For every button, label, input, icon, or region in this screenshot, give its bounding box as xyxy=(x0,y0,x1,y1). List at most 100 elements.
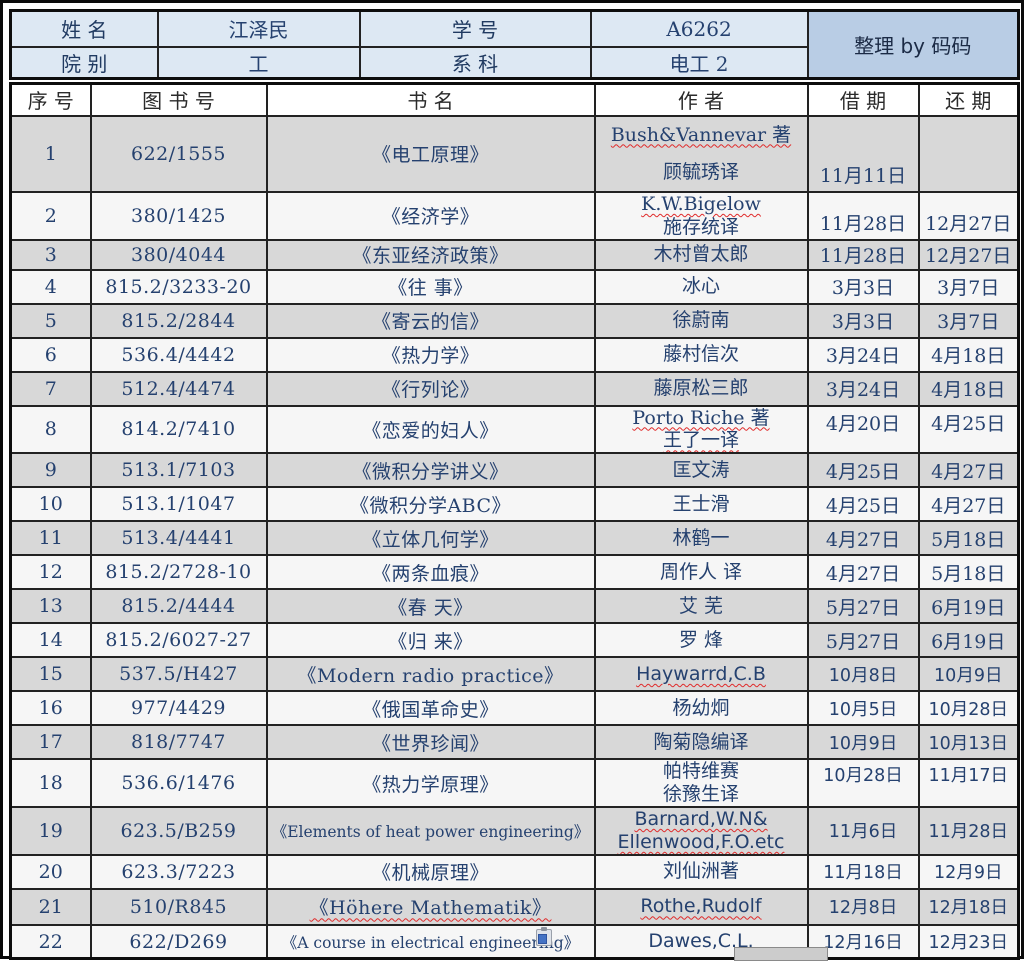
title-cell[interactable]: 《行列论》 xyxy=(265,370,596,407)
row-no-cell[interactable]: 20 xyxy=(9,853,92,890)
borrow-date-cell[interactable]: 11月28日 xyxy=(806,238,920,271)
book-no-cell[interactable]: 512.4/4474 xyxy=(89,370,268,407)
title-cell[interactable]: 《Höhere Mathematik》 xyxy=(265,887,596,926)
return-date-cell[interactable]: 12月23日 xyxy=(917,923,1020,960)
author-cell[interactable]: 林鹤一 xyxy=(593,520,809,557)
author-cell[interactable]: 帕特维赛 徐豫生译 xyxy=(593,758,809,809)
name-value-cell[interactable]: 江泽民 xyxy=(156,9,361,48)
author-cell[interactable]: 藤原松三郎 xyxy=(593,370,809,407)
author-cell[interactable]: 陶菊隐编译 xyxy=(593,724,809,761)
borrow-date-cell[interactable]: 4月25日 xyxy=(806,452,920,489)
author-cell[interactable]: 徐蔚南 xyxy=(593,302,809,339)
title-cell[interactable]: 《东亚经济政策》 xyxy=(265,238,596,271)
borrow-date-cell[interactable]: 11月11日 xyxy=(806,114,920,193)
author-cell[interactable]: 冰心 xyxy=(593,268,809,305)
author-cell[interactable]: 杨幼炯 xyxy=(593,690,809,727)
title-cell[interactable]: 《俄国革命史》 xyxy=(265,690,596,727)
row-no-cell[interactable]: 22 xyxy=(9,923,92,960)
borrow-date-cell[interactable]: 11月28日 xyxy=(806,190,920,241)
row-no-cell[interactable]: 1 xyxy=(9,114,92,193)
row-no-cell[interactable]: 2 xyxy=(9,190,92,241)
book-no-cell[interactable]: 977/4429 xyxy=(89,690,268,727)
title-cell[interactable]: 《Modern radio practice》 xyxy=(265,656,596,693)
author-cell[interactable]: Bush&Vannevar 著顾毓琇译 xyxy=(593,114,809,193)
author-cell[interactable]: 罗 烽 xyxy=(593,622,809,659)
return-date-cell[interactable]: 4月18日 xyxy=(917,370,1020,407)
title-cell[interactable]: 《热力学》 xyxy=(265,336,596,373)
title-cell[interactable]: 《寄云的信》 xyxy=(265,302,596,339)
return-date-cell[interactable]: 12月27日 xyxy=(917,190,1020,241)
row-no-cell[interactable]: 7 xyxy=(9,370,92,407)
book-no-cell[interactable]: 815.2/4444 xyxy=(89,588,268,625)
title-cell[interactable]: 《微积分学讲义》 xyxy=(265,452,596,489)
row-no-cell[interactable]: 9 xyxy=(9,452,92,489)
row-no-cell[interactable]: 12 xyxy=(9,554,92,591)
book-no-cell[interactable]: 623.3/7223 xyxy=(89,853,268,890)
book-no-cell[interactable]: 815.2/6027-27 xyxy=(89,622,268,659)
borrow-date-cell[interactable]: 3月3日 xyxy=(806,268,920,305)
author-cell[interactable]: 匡文涛 xyxy=(593,452,809,489)
col-header-no[interactable]: 序 号 xyxy=(9,82,92,117)
return-date-cell[interactable]: 3月7日 xyxy=(917,268,1020,305)
author-cell[interactable]: Rothe,Rudolf xyxy=(593,887,809,926)
book-no-cell[interactable]: 380/1425 xyxy=(89,190,268,241)
borrow-date-cell[interactable]: 12月8日 xyxy=(806,887,920,926)
name-label-cell[interactable]: 姓 名 xyxy=(9,9,159,48)
author-cell[interactable]: 刘仙洲著 xyxy=(593,853,809,890)
borrow-date-cell[interactable]: 4月25日 xyxy=(806,486,920,523)
author-cell[interactable]: Haywarrd,C.B xyxy=(593,656,809,693)
return-date-cell[interactable]: 5月18日 xyxy=(917,520,1020,557)
book-no-cell[interactable]: 513.4/4441 xyxy=(89,520,268,557)
author-cell[interactable]: Porto Riche 著王了一译 xyxy=(593,404,809,455)
title-cell[interactable]: 《两条血痕》 xyxy=(265,554,596,591)
row-no-cell[interactable]: 18 xyxy=(9,758,92,809)
return-date-cell[interactable]: 10月28日 xyxy=(917,690,1020,727)
borrow-date-cell[interactable]: 4月27日 xyxy=(806,554,920,591)
book-no-cell[interactable]: 513.1/7103 xyxy=(89,452,268,489)
book-no-cell[interactable]: 815.2/2844 xyxy=(89,302,268,339)
return-date-cell[interactable]: 12月9日 xyxy=(917,853,1020,890)
title-cell[interactable]: 《机械原理》 xyxy=(265,853,596,890)
borrow-date-cell[interactable]: 10月28日 xyxy=(806,758,920,809)
return-date-cell[interactable]: 4月25日 xyxy=(917,404,1020,455)
author-cell[interactable]: 木村曾太郎 xyxy=(593,238,809,271)
book-no-cell[interactable]: 513.1/1047 xyxy=(89,486,268,523)
book-no-cell[interactable]: 380/4044 xyxy=(89,238,268,271)
row-no-cell[interactable]: 16 xyxy=(9,690,92,727)
borrow-date-cell[interactable]: 10月9日 xyxy=(806,724,920,761)
borrow-date-cell[interactable]: 3月3日 xyxy=(806,302,920,339)
row-no-cell[interactable]: 13 xyxy=(9,588,92,625)
title-cell[interactable]: 《往 事》 xyxy=(265,268,596,305)
row-no-cell[interactable]: 8 xyxy=(9,404,92,455)
borrow-date-cell[interactable]: 10月5日 xyxy=(806,690,920,727)
book-no-cell[interactable]: 623.5/B259 xyxy=(89,806,268,856)
book-no-cell[interactable]: 622/D269 xyxy=(89,923,268,960)
return-date-cell[interactable]: 10月9日 xyxy=(917,656,1020,693)
return-date-cell[interactable]: 4月27日 xyxy=(917,452,1020,489)
return-date-cell[interactable]: 12月27日 xyxy=(917,238,1020,271)
author-cell[interactable]: 艾 芜 xyxy=(593,588,809,625)
borrow-date-cell[interactable]: 3月24日 xyxy=(806,370,920,407)
book-no-cell[interactable]: 815.2/2728-10 xyxy=(89,554,268,591)
book-no-cell[interactable]: 536.6/1476 xyxy=(89,758,268,809)
title-cell[interactable]: 《世界珍闻》 xyxy=(265,724,596,761)
col-header-title[interactable]: 书 名 xyxy=(265,82,596,117)
row-no-cell[interactable]: 21 xyxy=(9,887,92,926)
book-no-cell[interactable]: 537.5/H427 xyxy=(89,656,268,693)
row-no-cell[interactable]: 10 xyxy=(9,486,92,523)
author-cell[interactable]: 周作人 译 xyxy=(593,554,809,591)
author-cell[interactable]: 藤村信次 xyxy=(593,336,809,373)
borrow-date-cell[interactable]: 10月8日 xyxy=(806,656,920,693)
book-no-cell[interactable]: 622/1555 xyxy=(89,114,268,193)
author-cell[interactable]: Dawes,C.L. xyxy=(593,923,809,960)
title-cell[interactable]: 《经济学》 xyxy=(265,190,596,241)
return-date-cell[interactable]: 4月18日 xyxy=(917,336,1020,373)
return-date-cell[interactable]: 11月17日 xyxy=(917,758,1020,809)
author-cell[interactable]: K.W.Bigelow 施存统译 xyxy=(593,190,809,241)
row-no-cell[interactable]: 6 xyxy=(9,336,92,373)
return-date-cell[interactable]: 4月27日 xyxy=(917,486,1020,523)
title-cell[interactable]: 《A course in electrical engineering》 xyxy=(265,923,596,960)
borrow-date-cell[interactable]: 5月27日 xyxy=(806,588,920,625)
title-cell[interactable]: 《立体几何学》 xyxy=(265,520,596,557)
student-id-label-cell[interactable]: 学 号 xyxy=(358,9,592,48)
